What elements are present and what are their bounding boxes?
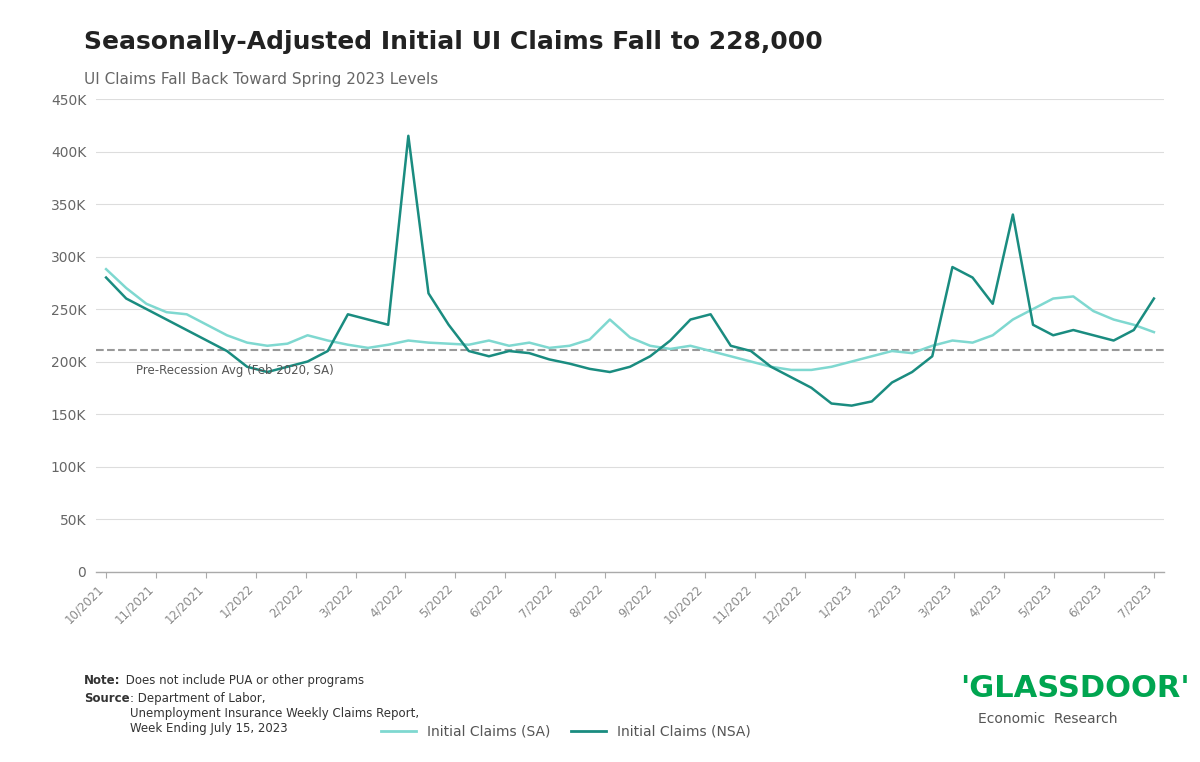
Text: Economic  Research: Economic Research [978, 712, 1117, 726]
Text: UI Claims Fall Back Toward Spring 2023 Levels: UI Claims Fall Back Toward Spring 2023 L… [84, 72, 438, 88]
Text: Note:: Note: [84, 674, 120, 687]
Text: Does not include PUA or other programs: Does not include PUA or other programs [122, 674, 365, 687]
Text: Source: Source [84, 692, 130, 705]
Text: : Department of Labor,
Unemployment Insurance Weekly Claims Report,
Week Ending : : Department of Labor, Unemployment Insu… [130, 692, 419, 735]
Text: Pre-Recession Avg (Feb 2020, SA): Pre-Recession Avg (Feb 2020, SA) [137, 363, 334, 376]
Text: 'GLASSDOOR': 'GLASSDOOR' [960, 674, 1189, 703]
Text: Seasonally-Adjusted Initial UI Claims Fall to 228,000: Seasonally-Adjusted Initial UI Claims Fa… [84, 30, 823, 54]
Legend: Initial Claims (SA), Initial Claims (NSA): Initial Claims (SA), Initial Claims (NSA… [376, 719, 756, 744]
